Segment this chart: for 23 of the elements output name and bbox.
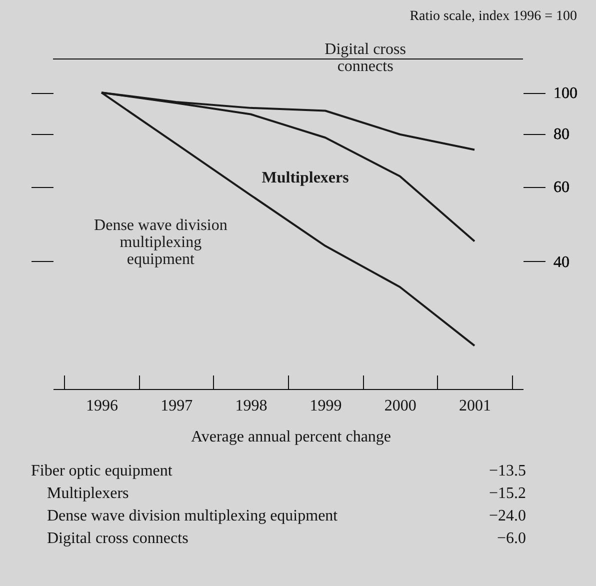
- text: −24.0: [488, 507, 526, 524]
- x-tick-label: 1997: [160, 398, 193, 414]
- x-tick-label: 1999: [310, 398, 342, 414]
- x-tick-label: 2000: [384, 398, 416, 414]
- y-tick-label: 40: [554, 254, 570, 271]
- chart-title: Ratio scale, index 1996 = 100: [410, 8, 577, 24]
- category-label: Multiplexers: [47, 484, 129, 502]
- y-tick-label: 100: [554, 85, 578, 102]
- x-tick-label: 1996: [86, 398, 118, 414]
- text: −6.0: [496, 530, 526, 547]
- series-label: Dense wave division multiplexing equipment: [94, 217, 228, 268]
- y-tick-label: 60: [554, 179, 570, 196]
- category-label: Dense wave division multiplexing equipment: [47, 507, 338, 524]
- text: Digital cross connects: [324, 40, 406, 75]
- text: Average annual percent change: [190, 428, 392, 446]
- text: −13.5: [488, 462, 526, 480]
- y-tick-label: 80: [554, 126, 570, 144]
- x-tick-label: 1998: [235, 398, 268, 414]
- text: −15.2: [488, 484, 526, 502]
- x-tick-label: 2001: [459, 398, 492, 414]
- category-label: Fiber optic equipment: [31, 462, 173, 480]
- category-label: Digital cross connects: [47, 530, 188, 547]
- series-label: Multiplexers: [262, 170, 349, 187]
